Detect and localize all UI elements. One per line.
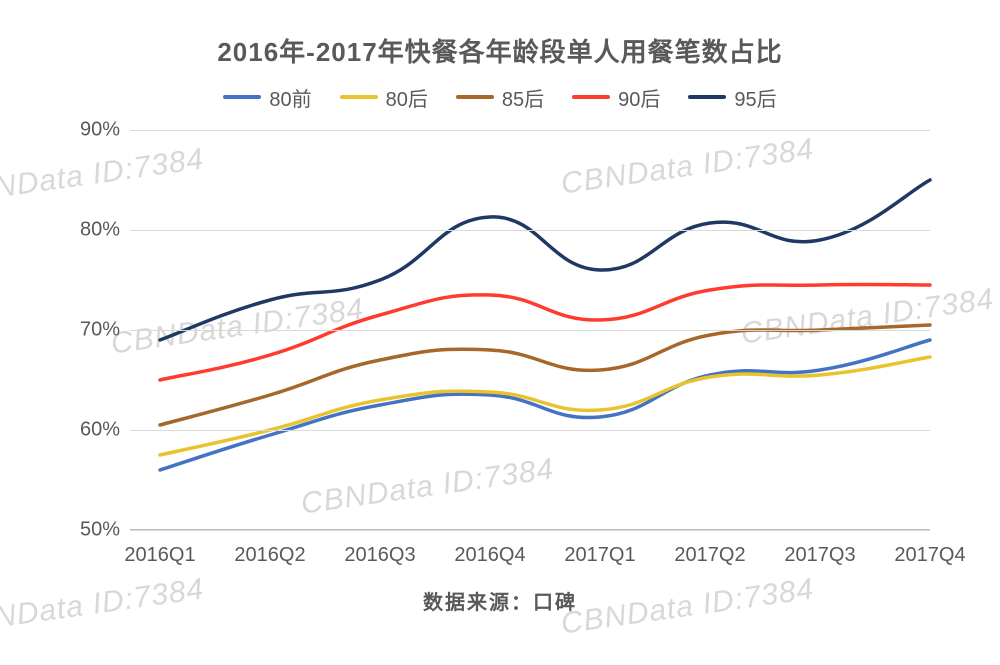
x-axis-line — [130, 529, 930, 530]
legend-item-95后: 95后 — [688, 83, 776, 112]
legend-label: 95后 — [734, 83, 776, 112]
y-tick-label: 90% — [60, 119, 120, 142]
series-80前 — [160, 340, 930, 470]
chart-container: CBNData ID:7384CBNData ID:7384CBNData ID… — [0, 0, 1000, 665]
gridline — [130, 230, 930, 231]
legend-swatch — [340, 95, 378, 99]
gridline — [130, 330, 930, 331]
x-tick-label: 2016Q2 — [234, 544, 305, 567]
x-tick-label: 2017Q3 — [784, 544, 855, 567]
x-tick-label: 2016Q1 — [124, 544, 195, 567]
x-tick-label: 2017Q1 — [564, 544, 635, 567]
y-tick-label: 80% — [60, 219, 120, 242]
series-95后 — [160, 180, 930, 340]
gridline — [130, 530, 930, 531]
legend-item-80前: 80前 — [223, 83, 311, 112]
legend-label: 80前 — [269, 83, 311, 112]
x-tick-label: 2017Q2 — [674, 544, 745, 567]
legend-label: 85后 — [502, 83, 544, 112]
y-tick-label: 70% — [60, 319, 120, 342]
x-tick-label: 2017Q4 — [894, 544, 965, 567]
chart-title: 2016年-2017年快餐各年龄段单人用餐笔数占比 — [0, 32, 1000, 69]
y-tick-label: 50% — [60, 519, 120, 542]
legend-item-85后: 85后 — [456, 83, 544, 112]
legend-label: 90后 — [618, 83, 660, 112]
legend-label: 80后 — [386, 83, 428, 112]
x-tick-label: 2016Q4 — [454, 544, 525, 567]
gridline — [130, 130, 930, 131]
legend-item-90后: 90后 — [572, 83, 660, 112]
y-tick-label: 60% — [60, 419, 120, 442]
plot-area: 50%60%70%80%90% 2016Q12016Q22016Q32016Q4… — [130, 130, 930, 530]
gridline — [130, 430, 930, 431]
data-source-label: 数据来源：口碑 — [0, 586, 1000, 615]
legend-swatch — [572, 95, 610, 99]
legend-swatch — [456, 95, 494, 99]
x-tick-label: 2016Q3 — [344, 544, 415, 567]
legend: 80前 80后 85后 90后 95后 — [0, 82, 1000, 112]
legend-swatch — [223, 95, 261, 99]
legend-item-80后: 80后 — [340, 83, 428, 112]
legend-swatch — [688, 95, 726, 99]
